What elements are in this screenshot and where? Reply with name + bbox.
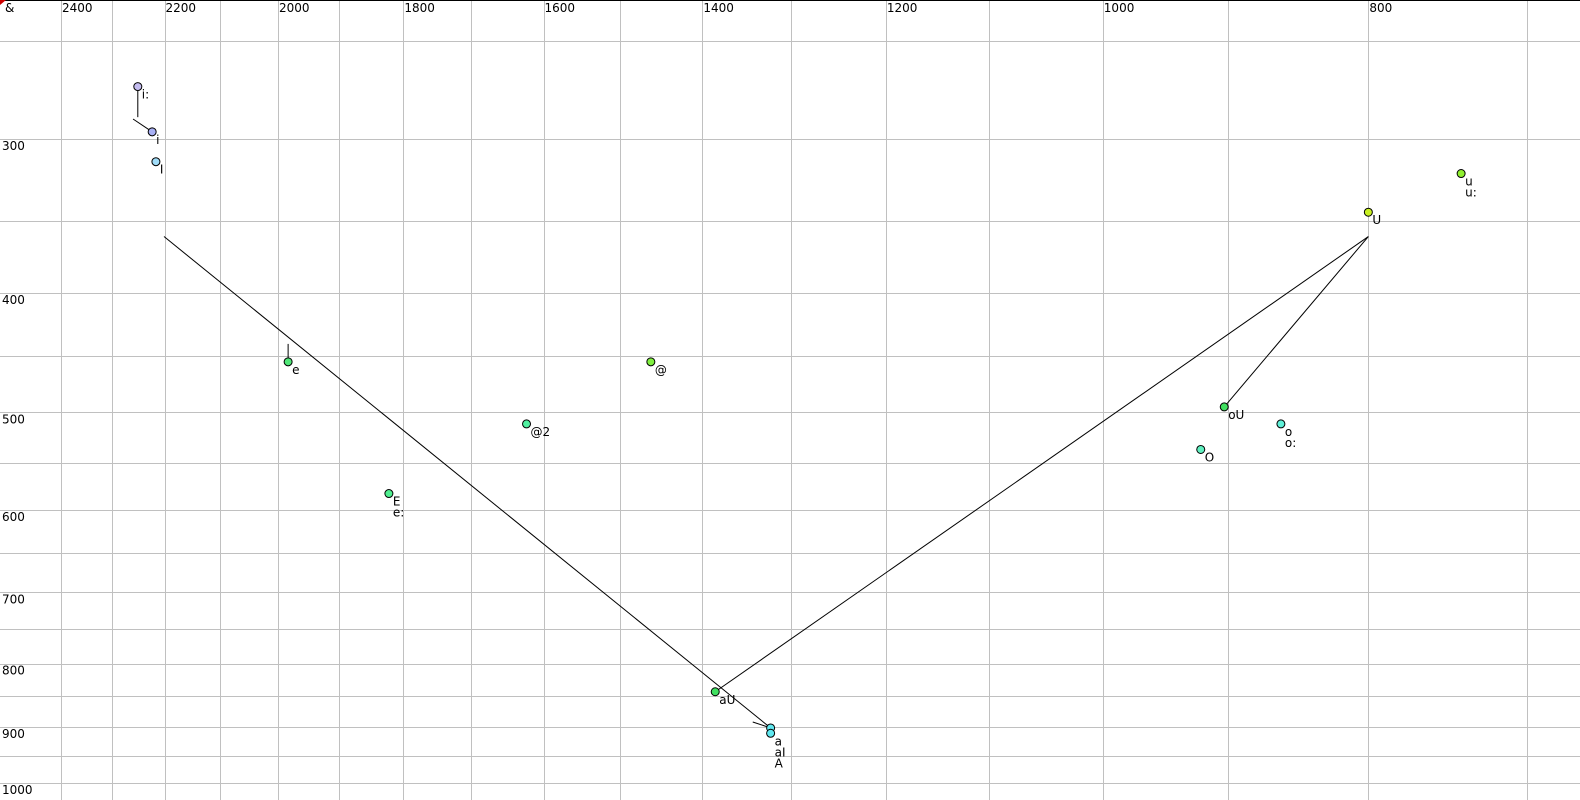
point-label: U xyxy=(1372,213,1381,227)
point-label: O xyxy=(1205,450,1214,464)
point-label: o xyxy=(1285,425,1292,439)
x-tick-label: 800 xyxy=(1369,1,1392,15)
data-point xyxy=(1219,402,1229,412)
point-label: u: xyxy=(1465,186,1477,200)
trajectory-line xyxy=(714,236,1369,693)
data-point xyxy=(522,419,532,429)
y-tick-label: 900 xyxy=(2,727,25,741)
data-point xyxy=(133,82,143,92)
point-label: A xyxy=(775,756,784,770)
y-tick-label: 700 xyxy=(2,592,25,606)
point-label: I xyxy=(160,163,164,177)
trajectories xyxy=(132,86,1369,729)
point-label: e xyxy=(292,363,299,377)
point-label: i xyxy=(156,133,159,147)
y-tick-label: 300 xyxy=(2,139,25,153)
point-label: u xyxy=(1465,175,1473,189)
x-tick-label: 1200 xyxy=(887,1,918,15)
data-point xyxy=(1456,169,1466,179)
data-point xyxy=(384,489,394,499)
y-tick-label: 400 xyxy=(2,293,25,307)
y-tick-label: 800 xyxy=(2,664,25,678)
x-tick-label: 1000 xyxy=(1104,1,1135,15)
x-tick-label: 2400 xyxy=(62,1,93,15)
x-tick-label: 2200 xyxy=(166,1,197,15)
x-tick-label: 1600 xyxy=(545,1,576,15)
corner-marker xyxy=(0,0,6,5)
data-point xyxy=(1276,419,1286,429)
data-point xyxy=(283,357,293,367)
y-tick-label: 600 xyxy=(2,510,25,524)
y-tick-label: 500 xyxy=(2,412,25,426)
data-point xyxy=(151,157,161,167)
corner-label: & xyxy=(5,1,14,15)
point-label: a xyxy=(775,734,782,748)
x-tick-label: 2000 xyxy=(279,1,310,15)
point-label: @ xyxy=(655,363,667,377)
x-tick-label: 1800 xyxy=(404,1,435,15)
tick-labels: 2400 2200 2000 1800 1600 1400 1200 1000 800 300 40… xyxy=(2,1,1392,797)
x-tick-label: 1400 xyxy=(703,1,734,15)
point-label: E xyxy=(393,495,401,509)
data-point xyxy=(766,728,776,738)
trajectory-line xyxy=(163,236,771,729)
data-point xyxy=(646,357,656,367)
data-point xyxy=(1363,207,1373,217)
trajectory-line xyxy=(1223,236,1369,408)
data-point xyxy=(147,127,157,137)
point-label: aI xyxy=(775,745,786,759)
data-point xyxy=(710,687,720,697)
point-label: e: xyxy=(393,506,404,520)
y-tick-label: 1000 xyxy=(2,783,33,797)
point-label: i: xyxy=(142,88,149,102)
point-label: aU xyxy=(719,693,735,707)
point-label: @2 xyxy=(531,425,551,439)
point-label: oU xyxy=(1228,408,1244,422)
point-label: o: xyxy=(1285,436,1296,450)
data-point xyxy=(1196,444,1206,454)
